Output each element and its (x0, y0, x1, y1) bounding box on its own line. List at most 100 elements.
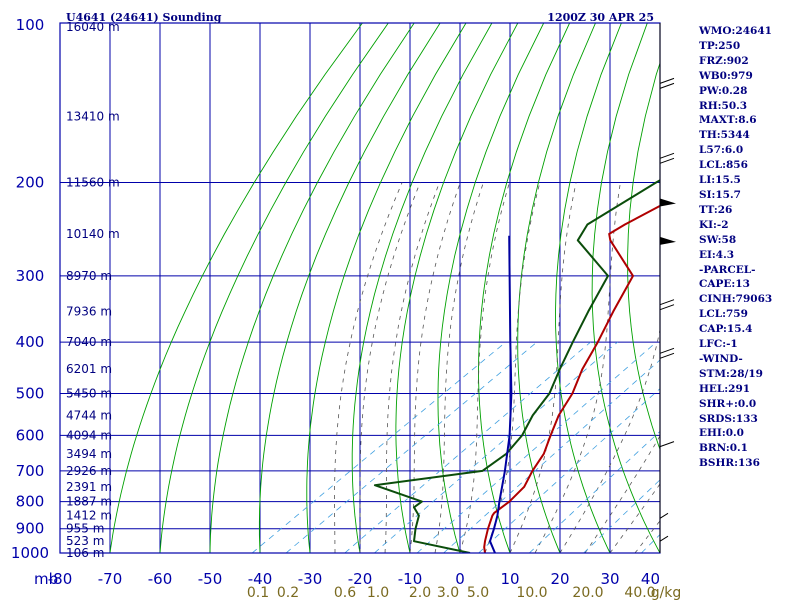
temperature-tick-label: -20 (348, 570, 373, 588)
pressure-tick-label: 500 (16, 384, 45, 402)
pressure-tick-label: 300 (16, 267, 45, 285)
dry-adiabat (209, 23, 415, 553)
dry-adiabat (555, 23, 622, 553)
height-label: 13410 m (66, 109, 120, 123)
wind-barb-pennant (660, 198, 676, 207)
wind-barb-flag (659, 352, 675, 359)
stability-index-item: TP:250 (699, 39, 741, 52)
pressure-tick-label: 700 (16, 462, 45, 480)
stability-index-item: LCL:759 (699, 308, 748, 321)
wind-barb-flag (659, 157, 675, 164)
stability-index-item: TH:5344 (699, 129, 750, 142)
dry-adiabat (258, 23, 441, 553)
stability-index-item: L57:6.0 (699, 144, 744, 157)
height-label: 16040 m (66, 20, 120, 34)
stability-index-item: MAXT:8.6 (699, 114, 757, 127)
dry-adiabat (591, 23, 660, 553)
height-label: 10140 m (66, 227, 120, 241)
stability-index-item: LFC:-1 (699, 338, 738, 351)
wind-barb-flag (659, 535, 669, 542)
stability-index-item: RH:50.3 (699, 99, 748, 112)
height-label: 7040 m (66, 335, 112, 349)
temperature-tick-label: -50 (198, 570, 223, 588)
moist-adiabat (409, 182, 461, 553)
pressure-tick-label: 900 (16, 520, 45, 538)
pressure-tick-label: 800 (16, 493, 45, 511)
stability-index-item: EHI:0.0 (699, 427, 744, 440)
height-label: 4094 m (66, 428, 112, 442)
moist-adiabat (384, 182, 440, 553)
stability-index-item: PW:0.28 (699, 84, 748, 97)
stability-index-item: CINH:79063 (699, 293, 773, 306)
temperature-tick-label: 10 (500, 570, 519, 588)
mixing-ratio-line (478, 388, 660, 553)
moist-adiabat (459, 182, 510, 553)
mixing-ratio-label: g/kg (651, 585, 682, 600)
stability-index-item: -WIND- (699, 352, 743, 365)
wind-barb-flag (659, 347, 675, 354)
height-label: 106 m (66, 546, 104, 560)
height-label: 5450 m (66, 386, 112, 400)
temperature-tick-label: -40 (248, 570, 273, 588)
stability-index-item: KI:-2 (699, 218, 729, 231)
stability-index-item: CAPE:13 (699, 278, 750, 291)
temperature-tick-label: -80 (48, 570, 73, 588)
height-label: 6201 m (66, 362, 112, 376)
mixing-ratio-line (583, 479, 660, 553)
height-label: 1412 m (66, 509, 112, 523)
wind-barb-flag (659, 77, 675, 84)
pressure-unit-label: mb (34, 570, 58, 588)
stability-index-item: FRZ:902 (699, 54, 749, 67)
mixing-ratio-line (344, 341, 591, 553)
temperature-tick-label: 20 (550, 570, 569, 588)
stability-index-item: TT:26 (699, 203, 733, 216)
dewpoint-trace (373, 179, 660, 553)
mixing-ratio-line (251, 341, 507, 553)
wind-barb-flag (659, 152, 675, 159)
height-label: 11560 m (66, 176, 120, 190)
temperature-tick-label: -10 (398, 570, 423, 588)
temperature-tick-label: 30 (600, 570, 619, 588)
dry-adiabat (395, 23, 519, 553)
mixing-ratio-line (374, 341, 618, 553)
temperature-trace (483, 204, 660, 553)
moist-adiabat (359, 182, 421, 553)
moist-adiabat (434, 182, 484, 553)
height-label: 1887 m (66, 495, 112, 509)
stability-index-item: SI:15.7 (699, 188, 741, 201)
height-label: 4744 m (66, 408, 112, 422)
wind-barb-flag (659, 512, 669, 519)
mixing-ratio-label: 40.0 (624, 585, 655, 600)
stability-index-item: SRDS:133 (699, 412, 758, 425)
stability-index-item: SHR+:0.0 (699, 397, 757, 410)
height-label: 955 m (66, 522, 104, 536)
moist-adiabat (334, 182, 403, 553)
stability-index-item: EI:4.3 (699, 248, 735, 261)
height-label: 2391 m (66, 480, 112, 494)
parcel-trace (489, 235, 513, 553)
stability-index-item: BSHR:136 (699, 457, 760, 470)
height-label: 2926 m (66, 464, 112, 478)
pressure-tick-label: 1000 (11, 544, 49, 562)
pressure-tick-label: 600 (16, 426, 45, 444)
pressure-tick-label: 400 (16, 333, 45, 351)
stability-index-item: CAP:15.4 (699, 323, 753, 336)
wind-barb-flag (659, 304, 675, 311)
temperature-tick-label: 40 (641, 570, 660, 588)
dry-adiabat (159, 23, 389, 553)
temperature-tick-label: -30 (298, 570, 323, 588)
moist-adiabat (584, 435, 660, 553)
dry-adiabat (306, 23, 467, 553)
stability-index-item: LI:15.5 (699, 174, 741, 187)
mixing-ratio-label: 1.0 (367, 585, 389, 600)
moist-adiabat (559, 327, 660, 553)
height-label: 3494 m (66, 447, 112, 461)
mixing-ratio-label: 20.0 (572, 585, 603, 600)
mixing-ratio-label: 0.6 (334, 585, 356, 600)
dry-adiabat (517, 23, 596, 553)
stability-index-item: STM:28/19 (699, 367, 763, 380)
chart-title: U4641 (24641) Sounding (66, 11, 222, 24)
wind-barb-flag (659, 441, 675, 448)
